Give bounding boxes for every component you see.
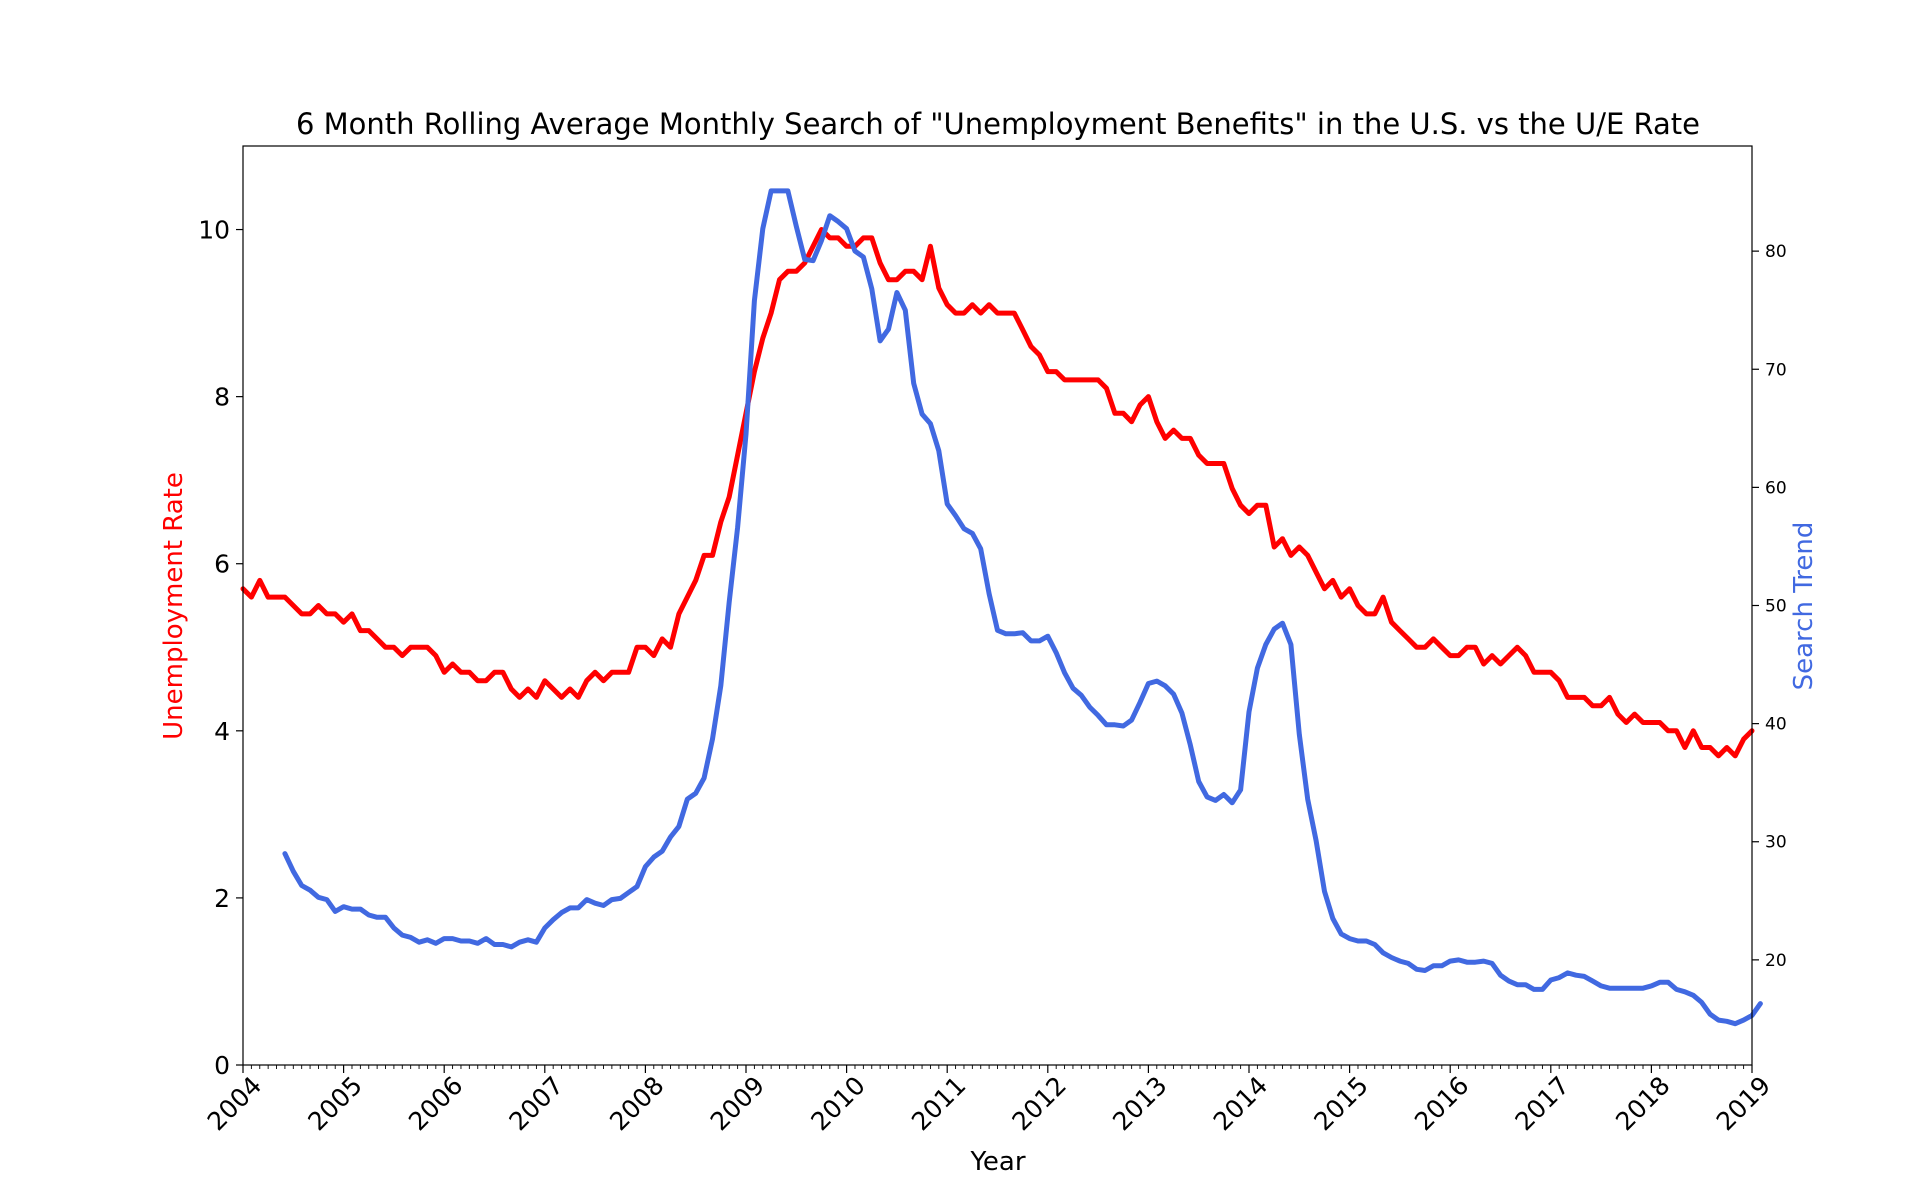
x-tick-label: 2011: [906, 1071, 971, 1136]
left-y-tick-label: 2: [214, 884, 230, 913]
right-y-tick-label: 50: [1765, 597, 1787, 617]
right-axis-label: Search Trend: [1789, 522, 1819, 691]
right-y-tick-label: 40: [1765, 715, 1787, 735]
x-axis: 2004 2005 2006 2007 2008 2009 2010 2011 2012 2013…: [202, 1065, 1776, 1136]
x-tick-label: 2007: [504, 1071, 569, 1136]
left-y-tick-label: 6: [214, 550, 230, 579]
x-tick-label: 2005: [302, 1071, 367, 1136]
left-y-tick-label: 10: [198, 216, 230, 245]
right-y-tick-label: 60: [1765, 478, 1787, 498]
x-tick-label: 2010: [805, 1071, 870, 1136]
left-y-tick-label: 8: [214, 383, 230, 412]
plot-frame: [242, 145, 1753, 1066]
left-axis-label: Unemployment Rate: [159, 472, 189, 740]
unemployment-rate-line: [240, 227, 1755, 759]
left-y-axis: 0 2 4 6 8 10: [198, 216, 243, 1080]
right-y-axis: 20 30 40 50 60 70 80: [1752, 242, 1787, 971]
series-layer: [240, 188, 1763, 1027]
right-y-tick-label: 20: [1765, 951, 1787, 971]
right-y-tick-label: 70: [1765, 360, 1787, 380]
x-tick-label: 2018: [1610, 1071, 1675, 1136]
left-y-tick-label: 0: [214, 1051, 230, 1080]
x-tick-label: 2008: [604, 1071, 669, 1136]
right-y-tick-label: 80: [1765, 242, 1787, 262]
x-tick-label: 2015: [1308, 1071, 1373, 1136]
chart-title: 6 Month Rolling Average Monthly Search o…: [296, 107, 1700, 141]
x-tick-label: 2012: [1007, 1071, 1072, 1136]
search-trend-line: [282, 188, 1763, 1027]
right-y-tick-label: 30: [1765, 833, 1787, 853]
x-tick-label: 2017: [1510, 1071, 1575, 1136]
left-y-tick-label: 4: [214, 717, 230, 746]
x-tick-label: 2016: [1409, 1071, 1474, 1136]
x-tick-label: 2013: [1107, 1071, 1172, 1136]
x-tick-label: 2004: [202, 1071, 267, 1136]
x-axis-label: Year: [969, 1147, 1025, 1177]
x-tick-label: 2019: [1711, 1071, 1776, 1136]
x-tick-label: 2014: [1208, 1071, 1273, 1136]
x-axis-minor-ticks: [250, 1065, 1745, 1069]
x-tick-label: 2006: [403, 1071, 468, 1136]
x-tick-label: 2009: [705, 1071, 770, 1136]
